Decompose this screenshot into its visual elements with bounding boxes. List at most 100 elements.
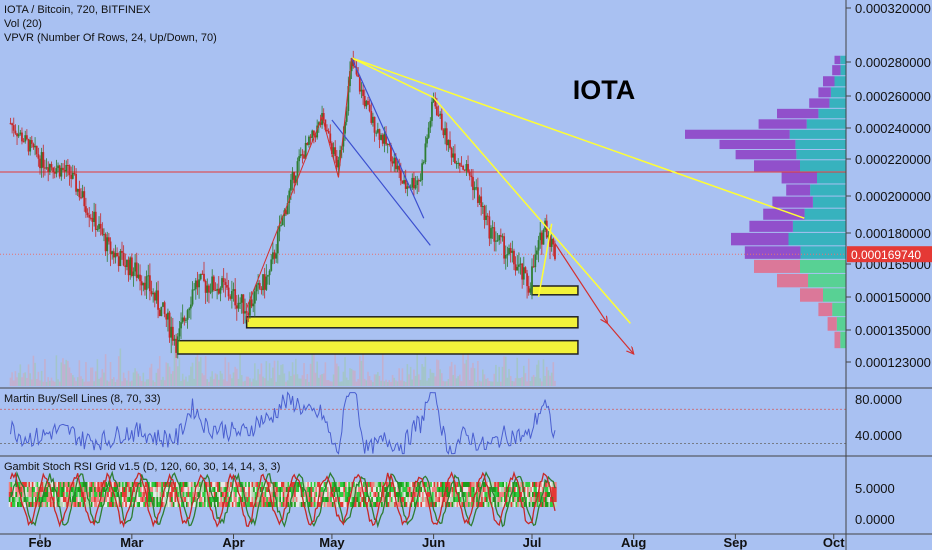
candle-body — [398, 165, 401, 171]
candle-body — [360, 89, 363, 92]
candle-body — [514, 264, 517, 271]
volume-bar — [360, 360, 363, 386]
candle-body — [540, 232, 543, 245]
volume-bar — [258, 374, 261, 386]
martin-pane[interactable]: Martin Buy/Sell Lines (8, 70, 33) — [0, 389, 846, 455]
volume-bar — [127, 370, 130, 386]
candle-body — [65, 165, 68, 172]
gambit-grid-cell — [553, 492, 557, 497]
candle-body — [62, 167, 64, 170]
candle-body — [78, 188, 81, 198]
volume-bar — [281, 364, 284, 386]
vpvr-up-bar — [808, 273, 846, 288]
candle-body — [450, 147, 453, 158]
volume-bar — [154, 381, 156, 386]
volume-bar — [98, 378, 100, 386]
vpvr-up-bar — [792, 220, 846, 232]
price-tick-label: 0.000280000 — [855, 55, 931, 70]
volume-bar — [17, 372, 20, 386]
candle-body — [394, 157, 397, 170]
candle-body — [88, 215, 91, 218]
candle-body — [63, 169, 66, 172]
candle-body — [321, 113, 323, 125]
candle-body — [294, 175, 297, 184]
volume-bar — [431, 372, 433, 386]
volume-bar — [377, 372, 379, 386]
vpvr-down-bar — [823, 76, 835, 87]
volume-bar — [554, 380, 556, 386]
candle-body — [449, 139, 451, 148]
vpvr-up-bar — [800, 246, 846, 259]
volume-bar — [303, 363, 305, 386]
price-axis[interactable]: 0.000320000 0.000280000 0.000260000 0.00024… — [846, 1, 932, 370]
volume-bar — [14, 371, 17, 386]
volume-bar — [162, 376, 164, 386]
volume-bar — [216, 374, 218, 386]
volume-bar — [45, 381, 48, 386]
price-tick-label: 0.000180000 — [855, 226, 931, 241]
candle-body — [150, 291, 153, 295]
price-pane[interactable] — [0, 0, 846, 388]
candle-body — [311, 130, 314, 138]
candle-body — [111, 251, 114, 254]
candle-body — [249, 299, 251, 316]
candle-body — [80, 197, 82, 199]
volume-bar — [350, 368, 353, 386]
volume-bar — [116, 379, 118, 386]
candle-body — [147, 275, 150, 277]
volume-bar — [121, 381, 123, 386]
candle-body — [40, 152, 43, 169]
volume-bar — [514, 378, 517, 386]
candle-body — [495, 240, 497, 242]
candle-body — [232, 289, 235, 292]
candle-body — [267, 275, 269, 277]
volume-bar — [140, 380, 143, 386]
candle-body — [129, 257, 132, 276]
volume-bar — [534, 376, 537, 386]
volume-bar — [34, 362, 36, 386]
candle-body — [50, 164, 53, 168]
vpvr-legend: VPVR (Number Of Rows, 24, Up/Down, 70) — [4, 32, 217, 44]
candle-body — [48, 164, 51, 172]
candle-body — [160, 306, 163, 317]
volume-bar — [213, 379, 215, 386]
candle-body — [498, 235, 501, 241]
volume-bar — [158, 356, 161, 386]
candle-body — [521, 263, 524, 280]
price-tick-label: 0.000200000 — [855, 189, 931, 204]
volume-bar — [57, 379, 59, 386]
volume-bar — [106, 380, 109, 386]
volume-bar — [35, 378, 38, 386]
volume-bar — [275, 381, 277, 386]
vpvr-down-bar — [735, 150, 797, 160]
candle-body — [291, 171, 294, 180]
candle-body — [491, 227, 494, 229]
candle-body — [58, 165, 61, 177]
volume-bars — [9, 345, 556, 386]
candle-body — [327, 130, 330, 134]
channel-line — [331, 119, 431, 246]
volume-bar — [263, 378, 266, 386]
candle-body — [457, 162, 460, 164]
price-candles — [9, 50, 556, 359]
volume-bar — [252, 378, 254, 386]
volume-bar — [273, 360, 276, 386]
volume-bar — [103, 372, 105, 386]
time-axis[interactable]: Feb Mar Apr May Jun Jul Aug Sep Oct — [28, 534, 845, 550]
candle-body — [194, 280, 197, 290]
volume-bar — [403, 381, 405, 386]
candle-body — [196, 280, 199, 288]
volume-bar — [176, 366, 179, 386]
gambit-k-line — [9, 470, 556, 529]
candle-body — [144, 282, 146, 290]
candle-body — [427, 127, 430, 138]
volume-bar — [231, 378, 233, 386]
volume-bar — [437, 360, 440, 386]
gambit-pane[interactable]: Gambit Stoch RSI Grid v1.5 (D, 120, 60, … — [0, 457, 846, 534]
candle-body — [139, 274, 141, 282]
volume-bar — [516, 357, 519, 386]
volume-bar — [175, 349, 177, 386]
candle-body — [375, 132, 378, 134]
candle-body — [378, 129, 381, 140]
